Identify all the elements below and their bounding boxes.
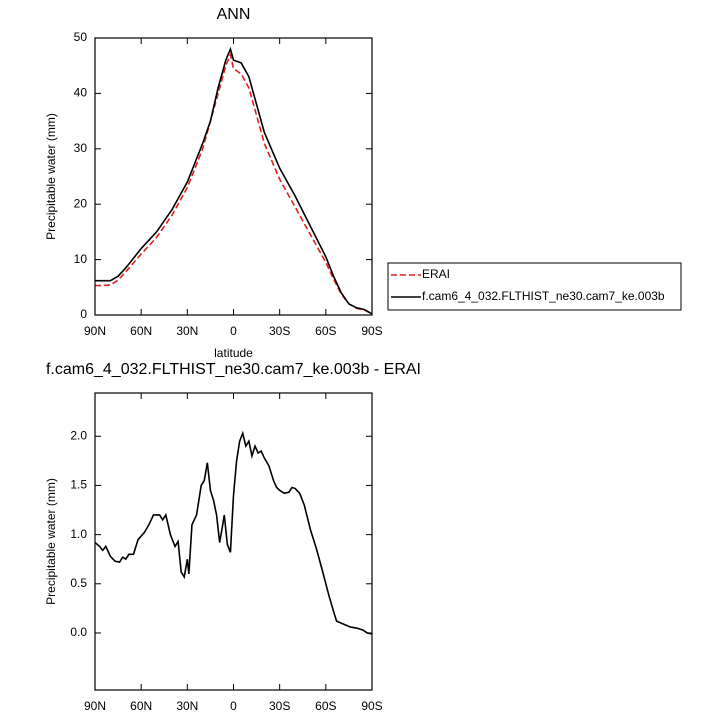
- x-tick-label: 0: [230, 699, 237, 713]
- y-tick-label: 10: [74, 252, 88, 266]
- x-tick-label: 90N: [84, 324, 106, 338]
- x-tick-label: 90S: [361, 324, 382, 338]
- x-tick-label: 30S: [269, 324, 290, 338]
- chart-title: ANN: [217, 6, 251, 23]
- data-line: [95, 46, 373, 315]
- plot-frame: [94, 37, 373, 316]
- y-axis-label: Precipitable water (mm): [44, 113, 58, 240]
- data-line: [94, 430, 373, 635]
- y-axis-label: Precipitable water (mm): [44, 478, 58, 605]
- x-tick-label: 60S: [315, 699, 336, 713]
- legend-label: f.cam6_4_032.FLTHIST_ne30.cam7_ke.003b: [422, 289, 665, 303]
- x-tick-label: 60S: [315, 324, 336, 338]
- y-tick-label: 2.0: [70, 428, 87, 442]
- x-tick-label: 90S: [361, 699, 382, 713]
- x-axis-label: latitude: [214, 346, 253, 360]
- y-tick-label: 50: [74, 30, 88, 44]
- x-tick-label: 90N: [84, 699, 106, 713]
- y-tick-label: 0.5: [70, 576, 87, 590]
- y-tick-label: 0.0: [70, 625, 87, 639]
- plot-frame: [94, 392, 373, 691]
- y-tick-label: 1.0: [70, 527, 87, 541]
- y-tick-label: 1.5: [70, 478, 87, 492]
- x-tick-label: 60N: [130, 324, 152, 338]
- chart-title: f.cam6_4_032.FLTHIST_ne30.cam7_ke.003b -…: [46, 361, 421, 378]
- x-tick-label: 30S: [269, 699, 290, 713]
- y-tick-label: 20: [74, 196, 88, 210]
- x-tick-label: 30N: [176, 699, 198, 713]
- legend-label: ERAI: [422, 267, 450, 281]
- x-tick-label: 60N: [130, 699, 152, 713]
- y-tick-label: 0: [80, 307, 87, 321]
- x-tick-label: 0: [230, 324, 237, 338]
- y-tick-label: 30: [74, 141, 88, 155]
- data-line: [94, 51, 373, 315]
- y-tick-label: 40: [74, 86, 88, 100]
- x-tick-label: 30N: [176, 324, 198, 338]
- legend-box: [387, 262, 682, 311]
